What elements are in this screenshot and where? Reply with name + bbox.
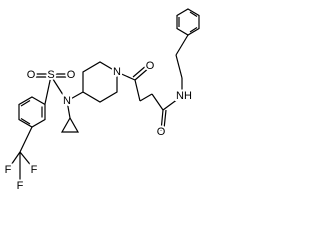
bond [134, 66, 151, 81]
atom-label: N [63, 95, 71, 107]
bond [20, 99, 31, 107]
bond [139, 93, 153, 102]
bond [44, 75, 52, 105]
bond [66, 100, 71, 119]
phenyl-ring [176, 8, 200, 36]
piperidine-ring [82, 61, 118, 103]
bond [160, 109, 164, 132]
atom-label: O [157, 126, 166, 138]
bond [8, 151, 21, 169]
atom-label: N [113, 66, 121, 78]
bond [189, 26, 198, 33]
bond [132, 64, 148, 78]
atom-label: F [17, 180, 24, 192]
bonds [8, 8, 200, 183]
atom-label: F [31, 164, 38, 176]
bond [20, 117, 31, 125]
bond [162, 95, 183, 111]
bond [175, 34, 189, 56]
aryl-ring [18, 96, 46, 128]
bond [189, 11, 198, 18]
atom-labels: O N NH O O S O N F F F [3, 58, 194, 194]
bond [50, 75, 68, 102]
atom-label: O [146, 60, 155, 72]
bond [134, 79, 141, 102]
atom-label: O [27, 69, 36, 81]
bond [116, 71, 136, 81]
bond [19, 126, 33, 153]
bond [175, 54, 183, 79]
bond [151, 93, 164, 111]
atom-label: O [67, 69, 76, 81]
bond [19, 151, 34, 169]
cyclopropyl-ring [60, 116, 80, 133]
bond [66, 91, 84, 102]
bond [163, 109, 167, 130]
molecule-diagram: O N NH O O S O N F F F [3, 8, 200, 194]
atom-label: S [47, 69, 54, 81]
atom-label: F [5, 164, 12, 176]
atom-label: NH [176, 90, 192, 102]
